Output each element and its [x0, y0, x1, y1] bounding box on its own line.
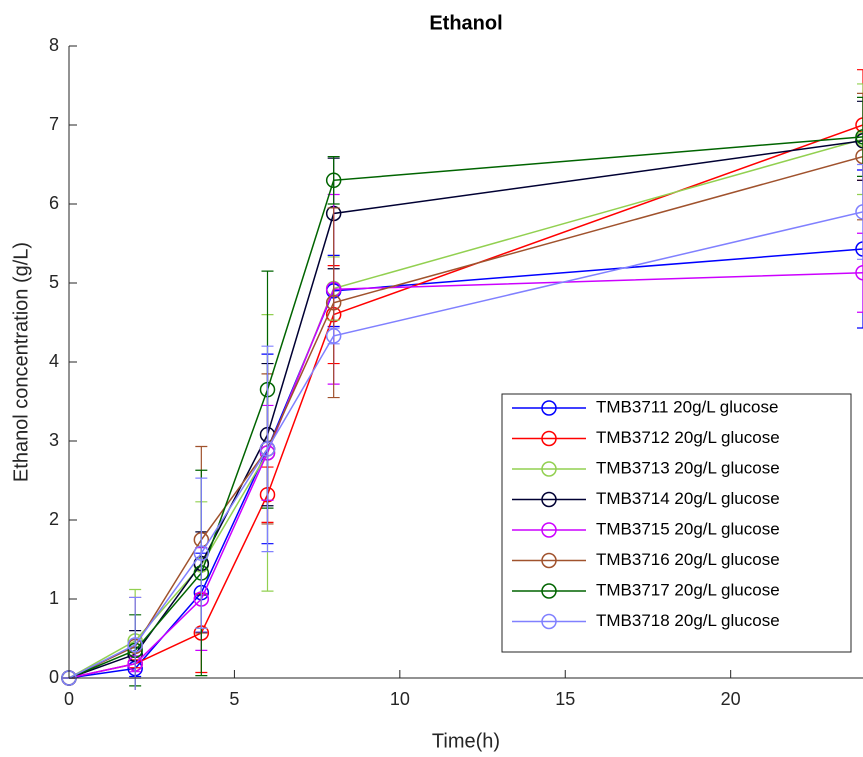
- legend-label: TMB3711 20g/L glucose: [596, 397, 778, 416]
- marker: [855, 117, 863, 133]
- y-axis-label: Ethanol concentration (g/L): [10, 242, 32, 482]
- error-bar: [857, 83, 863, 196]
- marker: [855, 133, 863, 149]
- y-tick-label: 4: [49, 351, 59, 371]
- y-tick-label: 0: [49, 667, 59, 687]
- marker: [855, 241, 863, 257]
- legend-label: TMB3712 20g/L glucose: [596, 428, 780, 447]
- y-tick-label: 2: [49, 509, 59, 529]
- legend-marker: [541, 613, 557, 630]
- legend-label: TMB3718 20g/L glucose: [596, 611, 780, 630]
- x-tick-label: 10: [390, 689, 410, 709]
- marker: [193, 545, 210, 561]
- legend-label: TMB3717 20g/L glucose: [596, 580, 780, 599]
- legend-marker: [541, 400, 557, 416]
- marker: [855, 204, 863, 220]
- marker: [325, 295, 342, 311]
- x-tick-label: 15: [555, 689, 575, 709]
- y-tick-label: 5: [49, 272, 59, 292]
- legend-marker: [541, 583, 557, 599]
- x-tick-label: 5: [229, 689, 239, 709]
- marker: [127, 637, 143, 653]
- marker: [855, 148, 863, 165]
- x-tick-label: 0: [64, 689, 74, 709]
- y-tick-label: 3: [49, 430, 59, 450]
- error-bar: [857, 163, 863, 260]
- x-tick-label: 20: [721, 689, 741, 709]
- series-line: [68, 248, 863, 679]
- legend-label: TMB3713 20g/L glucose: [596, 458, 780, 477]
- chart-title: Ethanol: [429, 12, 502, 34]
- series-line: [68, 136, 863, 679]
- series-line: [68, 155, 863, 679]
- legend-marker: [541, 430, 557, 447]
- y-tick-label: 8: [49, 35, 59, 55]
- legend-marker: [541, 522, 557, 538]
- marker: [325, 172, 342, 189]
- error-bar: [857, 92, 863, 221]
- y-tick-label: 1: [49, 588, 59, 608]
- y-tick-label: 6: [49, 193, 59, 213]
- legend-marker: [541, 491, 557, 508]
- error-bar: [857, 169, 863, 329]
- legend-label: TMB3715 20g/L glucose: [596, 519, 780, 538]
- y-tick-label: 7: [49, 114, 59, 134]
- series-line: [68, 138, 863, 679]
- marker: [325, 328, 342, 344]
- legend-label: TMB3716 20g/L glucose: [596, 550, 780, 569]
- series-line: [68, 140, 863, 679]
- x-axis-label: Time(h): [432, 730, 500, 752]
- series-line: [68, 271, 863, 679]
- series-line: [68, 211, 863, 679]
- legend-label: TMB3714 20g/L glucose: [596, 489, 780, 508]
- error-bar: [857, 232, 863, 313]
- error-bar: [857, 96, 863, 177]
- error-bar: [857, 100, 863, 181]
- marker: [855, 264, 863, 281]
- marker: [259, 441, 276, 457]
- legend-marker: [541, 461, 557, 477]
- legend-box: [501, 393, 852, 653]
- legend-marker: [541, 552, 557, 569]
- marker: [855, 129, 863, 145]
